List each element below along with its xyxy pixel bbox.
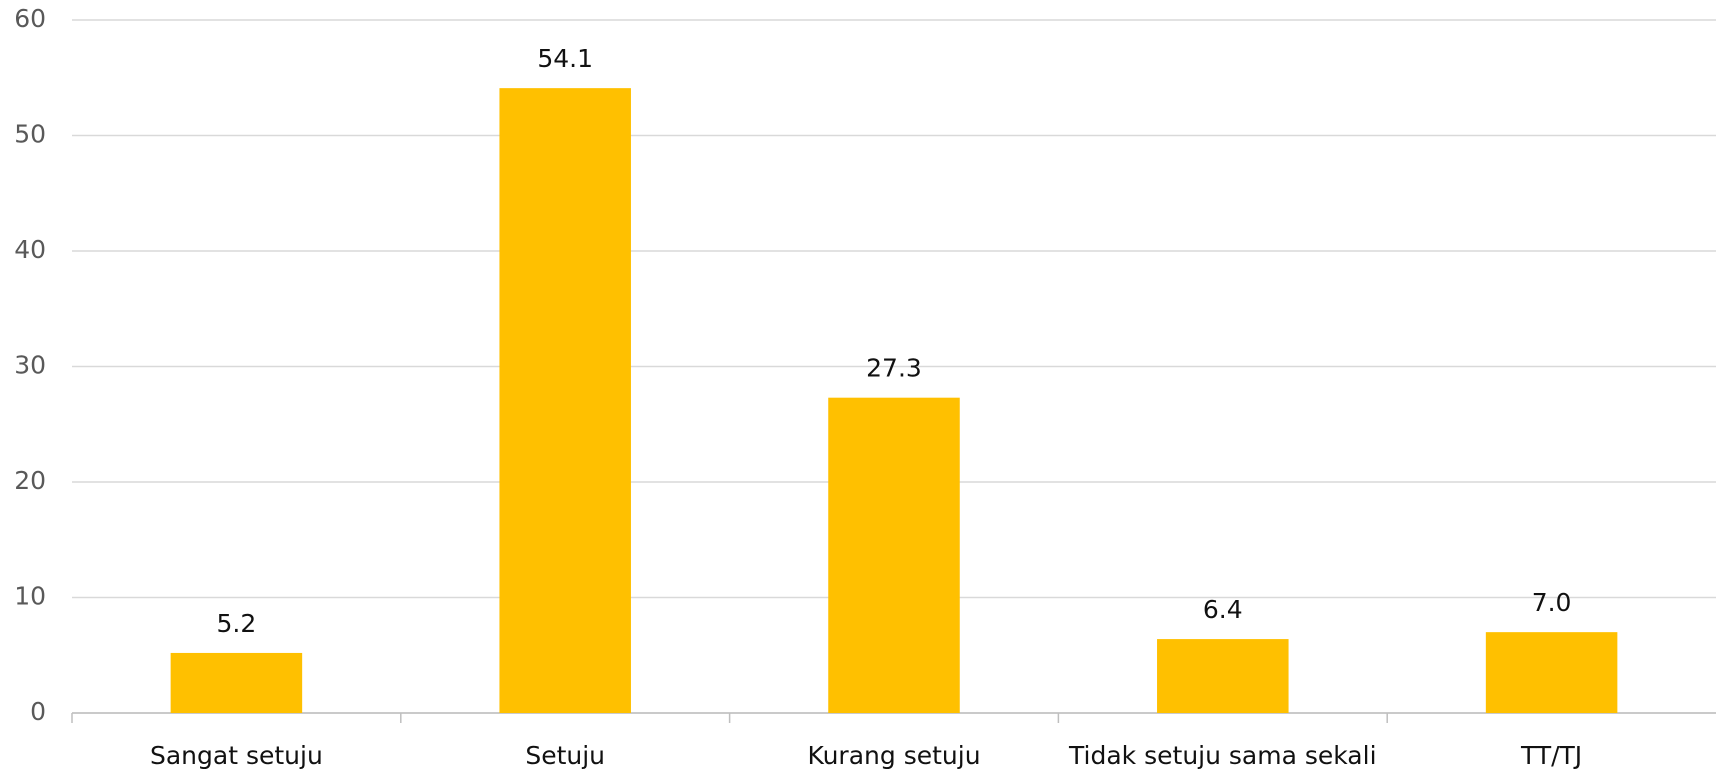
y-tick-label: 60 [14,4,46,33]
data-label: 7.0 [1532,588,1572,617]
x-tick-label: TT/TJ [1520,741,1582,770]
y-tick-label: 50 [14,120,46,149]
y-tick-label: 20 [14,466,46,495]
bar [499,88,631,713]
data-label: 5.2 [217,609,257,638]
y-tick-label: 30 [14,351,46,380]
data-label: 27.3 [866,354,922,383]
x-tick-label: Setuju [525,741,605,770]
bar [1485,632,1618,713]
data-label: 6.4 [1203,595,1243,624]
y-tick-label: 40 [14,235,46,264]
bar [1157,639,1289,713]
data-label: 54.1 [537,44,593,73]
x-tick-label: Sangat setuju [150,741,323,770]
y-tick-label: 0 [30,697,46,726]
y-tick-label: 10 [14,582,46,611]
x-tick-label: Tidak setuju sama sekali [1068,741,1376,770]
x-tick-label: Kurang setuju [807,741,980,770]
bar [828,397,960,713]
bar [170,652,303,713]
